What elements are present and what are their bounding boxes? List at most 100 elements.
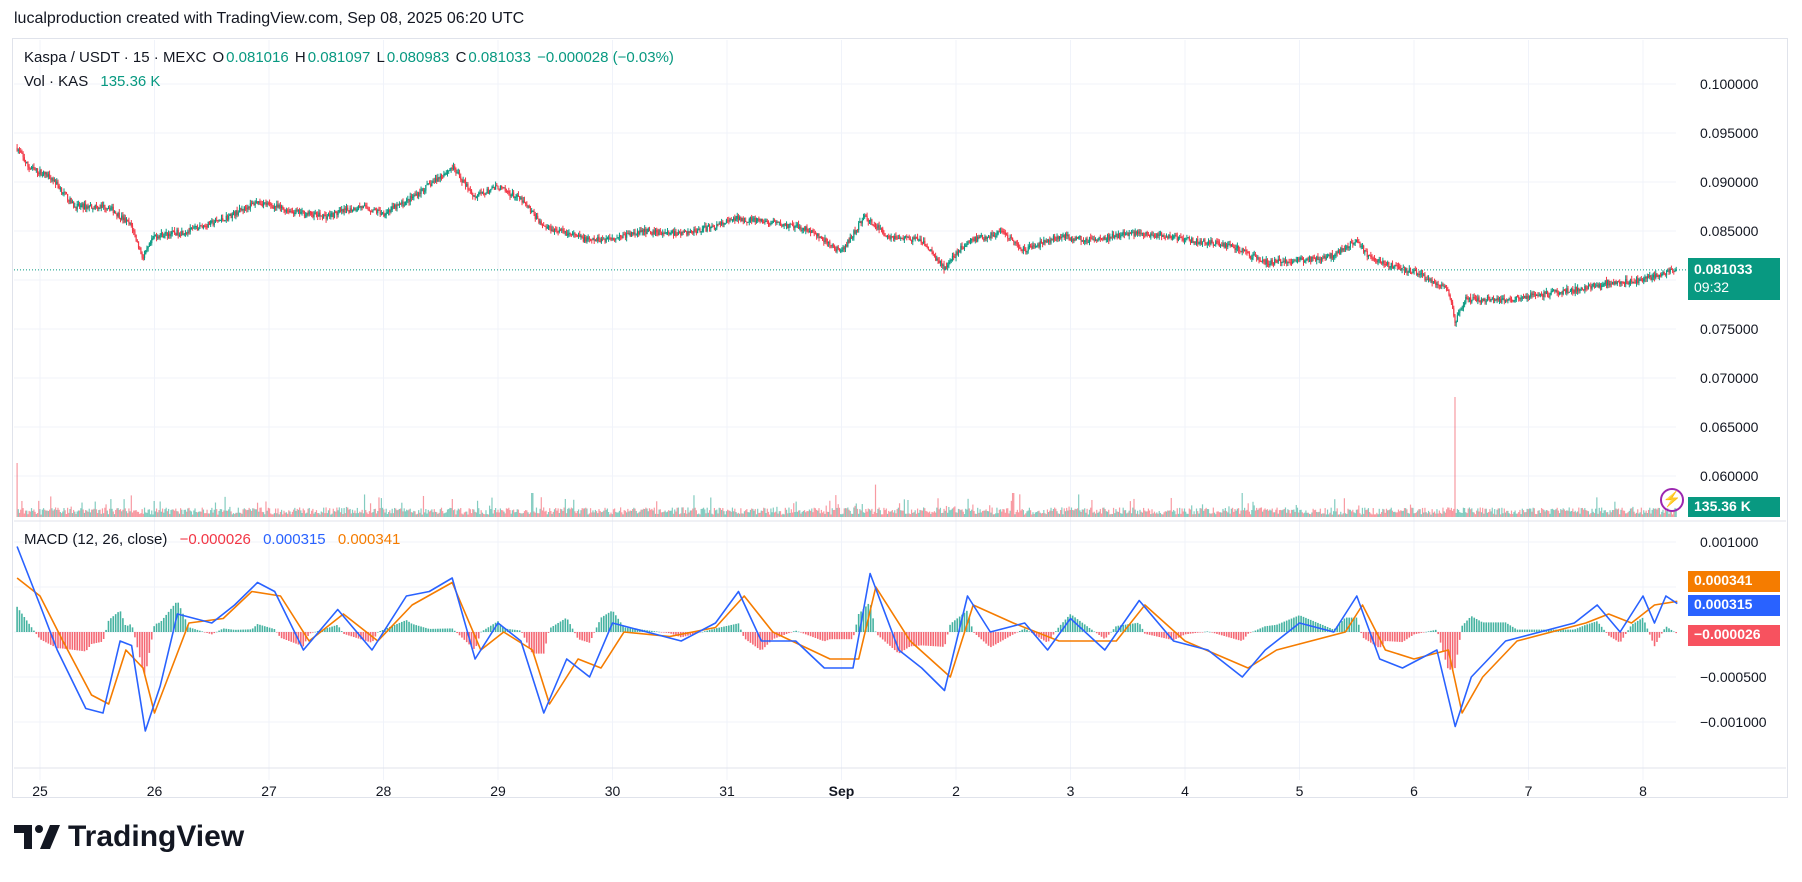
candle-body xyxy=(110,208,112,210)
volume-bar xyxy=(835,495,837,517)
volume-bar xyxy=(1225,511,1228,517)
macd-histogram-bar xyxy=(1360,632,1363,634)
volume-label[interactable]: Vol · KAS xyxy=(24,73,89,90)
candle-body xyxy=(1212,243,1214,246)
macd-histogram-bar xyxy=(913,632,915,647)
macd-histogram-bar xyxy=(1247,632,1250,634)
macd-line-value: 0.000315 xyxy=(263,531,326,548)
volume-bar xyxy=(279,511,281,517)
candle-body xyxy=(1116,233,1118,239)
volume-bar xyxy=(312,508,314,517)
candle-body xyxy=(404,201,407,205)
lightning-icon[interactable]: ⚡ xyxy=(1660,488,1684,512)
candle-body xyxy=(914,237,916,240)
macd-histogram-bar xyxy=(689,632,692,635)
macd-histogram-bar xyxy=(884,632,886,642)
volume-bar xyxy=(1040,513,1043,517)
volume-bar xyxy=(1607,512,1609,517)
volume-bar xyxy=(684,510,687,517)
tradingview-brand[interactable]: TradingView xyxy=(14,820,244,854)
macd-histogram-bar xyxy=(350,632,353,637)
candle-body xyxy=(1216,241,1218,243)
volume-bar xyxy=(1516,513,1519,517)
macd-histogram-bar xyxy=(211,632,213,635)
candle-body xyxy=(1423,274,1425,276)
candle-body xyxy=(574,233,576,235)
candle-body xyxy=(1066,233,1068,237)
candle-body xyxy=(431,182,433,186)
volume-bar xyxy=(486,514,488,517)
candle-body xyxy=(427,183,429,185)
candle-body xyxy=(1580,287,1582,290)
macd-histogram-bar xyxy=(158,622,160,632)
volume-bar xyxy=(276,513,278,517)
volume-bar xyxy=(1653,508,1656,517)
volume-bar xyxy=(1358,505,1360,517)
candle-body xyxy=(1204,239,1206,243)
candle-body xyxy=(840,250,842,252)
macd-histogram-bar xyxy=(841,632,843,640)
volume-bar xyxy=(837,504,839,517)
time-tick-label: 27 xyxy=(261,783,277,799)
volume-bar xyxy=(598,509,600,517)
volume-bar xyxy=(1494,509,1496,517)
volume-bar xyxy=(1388,510,1390,517)
candle-body xyxy=(1174,235,1176,237)
candle-body xyxy=(1272,263,1275,265)
macd-histogram-bar xyxy=(295,632,297,644)
candle-body xyxy=(642,229,645,232)
volume-bar xyxy=(681,507,683,517)
volume-bar xyxy=(1431,509,1433,517)
volume-bar xyxy=(1064,511,1067,517)
volume-bar xyxy=(1133,498,1135,517)
macd-histogram-bar xyxy=(790,632,793,633)
volume-bar xyxy=(767,511,770,517)
candle-body xyxy=(1134,231,1136,236)
volume-bar xyxy=(324,513,326,517)
volume-bar xyxy=(169,513,171,517)
volume-bar xyxy=(1332,511,1335,517)
candle-body xyxy=(571,233,574,235)
volume-bar xyxy=(581,508,583,517)
candle-body xyxy=(1593,283,1596,288)
volume-bar xyxy=(1360,514,1362,517)
candle-body xyxy=(259,201,261,204)
volume-bar xyxy=(212,512,214,517)
candle-body xyxy=(1132,232,1134,234)
candle-body xyxy=(1599,284,1602,287)
candle-body xyxy=(597,236,599,242)
chart-frame[interactable] xyxy=(12,38,1788,798)
macd-histogram-bar xyxy=(771,632,773,640)
volume-bar xyxy=(1051,510,1053,517)
macd-hist-tag: −0.000026 xyxy=(1688,625,1780,646)
candle-body xyxy=(1180,237,1182,239)
candle-body xyxy=(1151,233,1153,236)
macd-histogram-bar xyxy=(1492,622,1495,632)
volume-bar xyxy=(234,514,236,517)
macd-histogram-bar xyxy=(749,632,752,643)
symbol-title[interactable]: Kaspa / USDT · 15 · MEXC xyxy=(24,49,207,66)
candle-body xyxy=(1128,232,1130,236)
candle-body xyxy=(309,211,312,213)
candle-body xyxy=(1290,262,1293,264)
candle-body xyxy=(261,204,263,206)
volume-bar xyxy=(1104,509,1106,517)
macd-histogram-bar xyxy=(658,631,660,633)
macd-histogram-bar xyxy=(1569,629,1572,632)
macd-histogram-bar xyxy=(64,632,66,649)
macd-histogram-bar xyxy=(1598,623,1601,632)
candle-body xyxy=(1140,232,1142,234)
macd-histogram-bar xyxy=(1663,629,1665,632)
volume-bar xyxy=(1161,514,1163,517)
macd-histogram-bar xyxy=(954,620,956,632)
candle-body xyxy=(992,235,994,237)
candle-body xyxy=(537,215,539,219)
candle-body xyxy=(759,218,761,222)
candle-body xyxy=(641,229,643,233)
volume-bar xyxy=(612,509,615,517)
volume-bar xyxy=(777,513,779,517)
macd-label[interactable]: MACD (12, 26, close) xyxy=(24,531,168,548)
candle-body xyxy=(493,187,495,190)
volume-bar xyxy=(1564,510,1567,517)
